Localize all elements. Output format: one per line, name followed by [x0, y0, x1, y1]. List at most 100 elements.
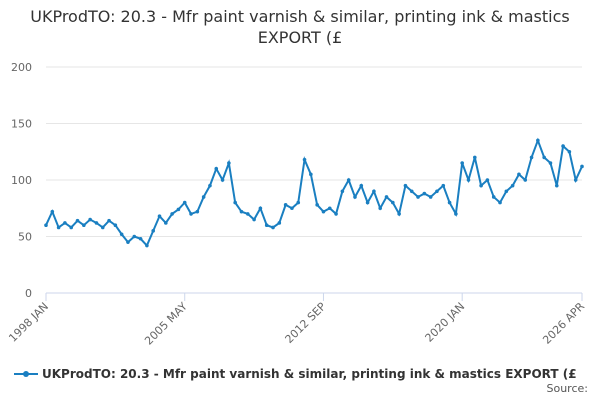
data-point [69, 225, 74, 230]
data-point [416, 195, 420, 199]
y-tick-label: 150 [11, 118, 32, 131]
data-point [460, 161, 464, 165]
data-point [573, 178, 578, 182]
data-point [523, 178, 528, 182]
data-point [176, 207, 181, 212]
data-point [283, 203, 288, 207]
data-point [100, 225, 105, 230]
data-point [157, 214, 162, 218]
data-point [548, 161, 553, 165]
data-point [50, 209, 55, 214]
data-point [580, 164, 584, 169]
data-point [258, 206, 263, 211]
data-point [542, 155, 546, 160]
data-point [327, 206, 332, 211]
chart-title: UKProdTO: 20.3 - Mfr paint varnish & sim… [30, 7, 570, 47]
data-point [195, 209, 200, 214]
data-point [126, 240, 130, 244]
data-point [384, 195, 389, 199]
data-point [567, 149, 572, 154]
data-point [296, 200, 301, 205]
chart: 0 50 100 150 200 1998 JAN 2005 MAY 2012 SEP 2020… [6, 61, 587, 348]
data-point [346, 178, 351, 182]
x-tick-label: 1998 JAN [6, 300, 51, 345]
data-point [220, 178, 225, 182]
y-tick-label: 100 [11, 174, 32, 187]
data-point [491, 195, 496, 199]
data-point [365, 200, 370, 205]
data-point [88, 217, 92, 222]
data-point [529, 155, 534, 160]
data-point [340, 189, 345, 194]
source: Source: [546, 382, 589, 395]
data-point [510, 183, 515, 188]
data-point [271, 225, 275, 230]
series-line [45, 137, 583, 248]
data-point [264, 223, 269, 227]
data-point [321, 209, 326, 214]
data-point [372, 189, 376, 194]
data-point [189, 212, 193, 216]
data-point [485, 178, 490, 182]
data-point [151, 229, 155, 233]
data-point [378, 206, 383, 211]
data-point [63, 221, 67, 225]
data-point [473, 155, 477, 160]
data-point [56, 225, 61, 230]
data-point [428, 195, 433, 199]
data-point [233, 200, 237, 205]
data-point [252, 217, 256, 222]
data-point [315, 203, 319, 207]
legend-label: UKProdTO: 20.3 - Mfr paint varnish & sim… [42, 367, 577, 381]
data-point [409, 189, 414, 194]
data-point [309, 172, 313, 177]
legend-marker [14, 371, 38, 377]
data-point [302, 157, 307, 162]
data-point [245, 212, 250, 216]
data-point [94, 221, 99, 225]
data-point [517, 172, 521, 177]
data-point [441, 183, 446, 188]
data-point [353, 195, 357, 199]
data-point [201, 195, 206, 199]
data-point [554, 183, 559, 188]
data-point [504, 189, 509, 194]
data-point [113, 223, 118, 227]
data-point [422, 191, 427, 196]
data-point [44, 223, 48, 227]
data-point [447, 200, 452, 205]
data-point [227, 161, 231, 165]
data-point [397, 212, 401, 216]
data-point [82, 223, 86, 227]
data-point [498, 200, 502, 205]
data-point [334, 212, 338, 216]
data-point [119, 232, 124, 237]
x-tick-label: 2005 MAY [142, 300, 190, 348]
data-point [214, 166, 219, 171]
data-point [391, 200, 395, 205]
data-point [132, 234, 137, 239]
data-point [466, 178, 471, 182]
data-point [107, 218, 111, 223]
data-point [359, 183, 364, 188]
data-point [239, 209, 244, 214]
data-point [479, 183, 483, 188]
data-point [164, 221, 168, 225]
y-tick-label: 200 [11, 61, 32, 74]
data-point [277, 221, 282, 225]
x-tick-label: 2020 JAN [423, 300, 468, 345]
x-tick-label: 2012 SEP [283, 300, 329, 346]
y-tick-label: 50 [18, 231, 32, 244]
data-point [145, 243, 149, 248]
data-point [182, 200, 187, 205]
x-tick-label: 2026 APR [540, 300, 587, 347]
data-point [435, 189, 439, 194]
data-point [138, 236, 143, 241]
data-point [170, 212, 174, 216]
data-point [290, 206, 294, 211]
data-point [454, 212, 458, 216]
data-point [403, 183, 408, 188]
data-point [536, 138, 540, 143]
data-point [208, 183, 212, 188]
